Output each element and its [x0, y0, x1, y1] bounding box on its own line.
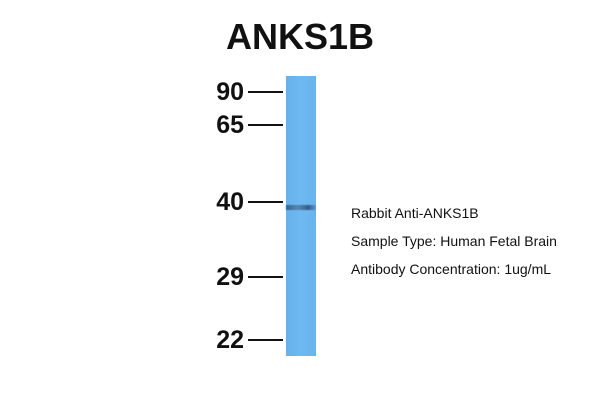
- marker-tick: [248, 124, 283, 126]
- marker-90: 90: [200, 77, 286, 107]
- marker-29: 29: [200, 262, 286, 292]
- marker-tick: [248, 201, 283, 203]
- figure-title: ANKS1B: [225, 16, 375, 57]
- marker-label: 40: [216, 188, 244, 216]
- marker-label: 65: [216, 111, 244, 139]
- protein-band: [286, 205, 316, 210]
- marker-tick: [248, 339, 283, 341]
- marker-40: 40: [200, 187, 286, 217]
- marker-label: 90: [216, 78, 244, 106]
- marker-tick: [248, 276, 283, 278]
- blot-lane: [286, 76, 316, 356]
- marker-22: 22: [200, 325, 286, 355]
- marker-65: 65: [200, 110, 286, 140]
- marker-tick: [248, 91, 283, 93]
- marker-label: 29: [216, 263, 244, 291]
- sample-type-label: Sample Type: Human Fetal Brain: [351, 233, 557, 249]
- marker-label: 22: [216, 326, 244, 354]
- antibody-label: Rabbit Anti-ANKS1B: [351, 205, 479, 221]
- concentration-label: Antibody Concentration: 1ug/mL: [351, 261, 552, 277]
